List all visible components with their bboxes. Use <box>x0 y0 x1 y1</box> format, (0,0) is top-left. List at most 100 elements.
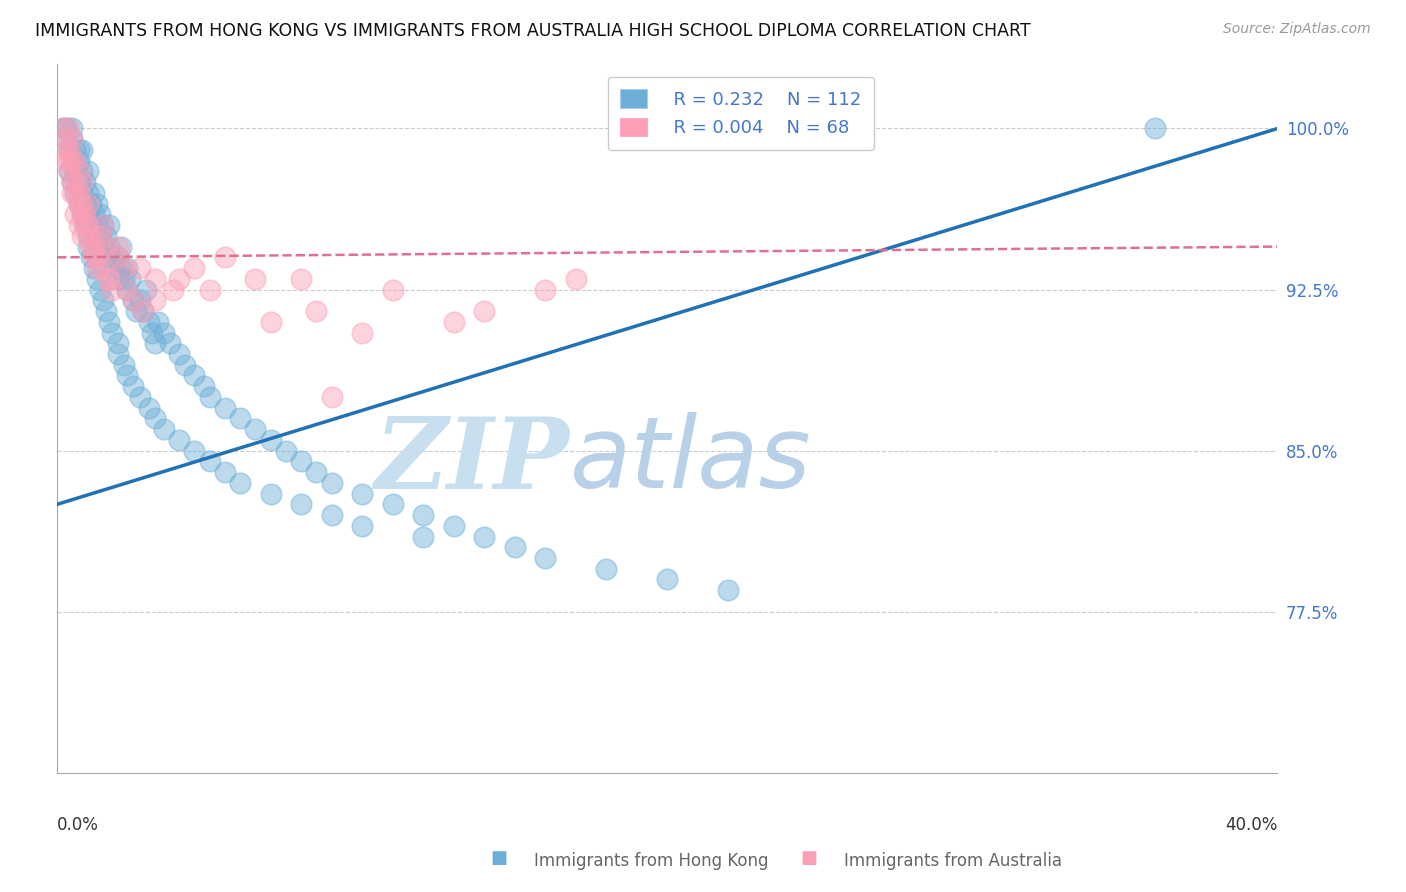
Point <box>117 283 139 297</box>
Point <box>52 121 75 136</box>
Point <box>229 411 252 425</box>
Point <box>412 529 434 543</box>
Point <box>1144 121 1167 136</box>
Point <box>65 186 87 200</box>
Point <box>110 239 132 253</box>
Point <box>174 358 197 372</box>
Point <box>443 315 465 329</box>
Point <box>117 368 139 383</box>
Point <box>321 508 343 522</box>
Point <box>98 315 121 329</box>
Point <box>65 186 87 200</box>
Point <box>83 186 105 200</box>
Point <box>98 239 121 253</box>
Point <box>70 207 93 221</box>
Point <box>73 218 96 232</box>
Point <box>62 132 84 146</box>
Point <box>110 261 132 276</box>
Point <box>58 153 80 168</box>
Point <box>91 218 114 232</box>
Point <box>55 153 77 168</box>
Point <box>58 121 80 136</box>
Text: Source: ZipAtlas.com: Source: ZipAtlas.com <box>1223 22 1371 37</box>
Point <box>146 315 169 329</box>
Point <box>98 272 121 286</box>
Text: Immigrants from Australia: Immigrants from Australia <box>844 852 1062 870</box>
Point <box>67 175 90 189</box>
Point <box>55 132 77 146</box>
Point <box>534 283 557 297</box>
Point <box>62 175 84 189</box>
Text: ZIP: ZIP <box>375 413 569 509</box>
Point <box>352 326 374 340</box>
Point <box>65 153 87 168</box>
Point <box>65 164 87 178</box>
Point <box>128 293 150 308</box>
Point <box>67 196 90 211</box>
Point <box>58 143 80 157</box>
Point <box>83 207 105 221</box>
Point <box>107 239 129 253</box>
Point <box>321 390 343 404</box>
Point <box>67 164 90 178</box>
Point <box>52 121 75 136</box>
Point <box>128 390 150 404</box>
Point <box>107 347 129 361</box>
Point <box>143 336 166 351</box>
Point <box>120 272 142 286</box>
Point <box>89 228 111 243</box>
Point <box>83 251 105 265</box>
Point <box>83 261 105 276</box>
Point <box>76 239 98 253</box>
Point <box>94 251 117 265</box>
Point <box>117 261 139 276</box>
Point <box>94 304 117 318</box>
Point <box>138 315 160 329</box>
Point <box>412 508 434 522</box>
Point <box>67 153 90 168</box>
Point <box>65 175 87 189</box>
Point <box>245 422 267 436</box>
Point <box>94 239 117 253</box>
Point <box>107 251 129 265</box>
Point <box>76 186 98 200</box>
Point <box>305 465 328 479</box>
Point <box>290 497 312 511</box>
Point <box>135 283 157 297</box>
Point <box>141 326 163 340</box>
Point <box>321 475 343 490</box>
Text: IMMIGRANTS FROM HONG KONG VS IMMIGRANTS FROM AUSTRALIA HIGH SCHOOL DIPLOMA CORRE: IMMIGRANTS FROM HONG KONG VS IMMIGRANTS … <box>35 22 1031 40</box>
Point <box>112 261 135 276</box>
Point <box>122 293 145 308</box>
Point <box>76 164 98 178</box>
Point <box>70 228 93 243</box>
Point <box>104 261 127 276</box>
Text: 0.0%: 0.0% <box>58 815 98 834</box>
Point <box>112 358 135 372</box>
Point <box>138 401 160 415</box>
Point <box>101 251 124 265</box>
Point <box>503 541 526 555</box>
Point <box>80 239 103 253</box>
Point <box>107 251 129 265</box>
Point <box>198 454 221 468</box>
Point <box>62 121 84 136</box>
Point <box>117 283 139 297</box>
Point <box>70 186 93 200</box>
Point <box>122 293 145 308</box>
Point <box>167 272 190 286</box>
Point <box>73 218 96 232</box>
Point <box>534 551 557 566</box>
Point <box>73 207 96 221</box>
Point <box>58 143 80 157</box>
Point <box>131 304 153 318</box>
Point <box>94 228 117 243</box>
Point <box>62 186 84 200</box>
Text: atlas: atlas <box>569 412 811 509</box>
Point <box>70 207 93 221</box>
Point <box>595 562 617 576</box>
Point <box>76 196 98 211</box>
Point <box>76 228 98 243</box>
Point <box>260 315 283 329</box>
Point <box>274 443 297 458</box>
